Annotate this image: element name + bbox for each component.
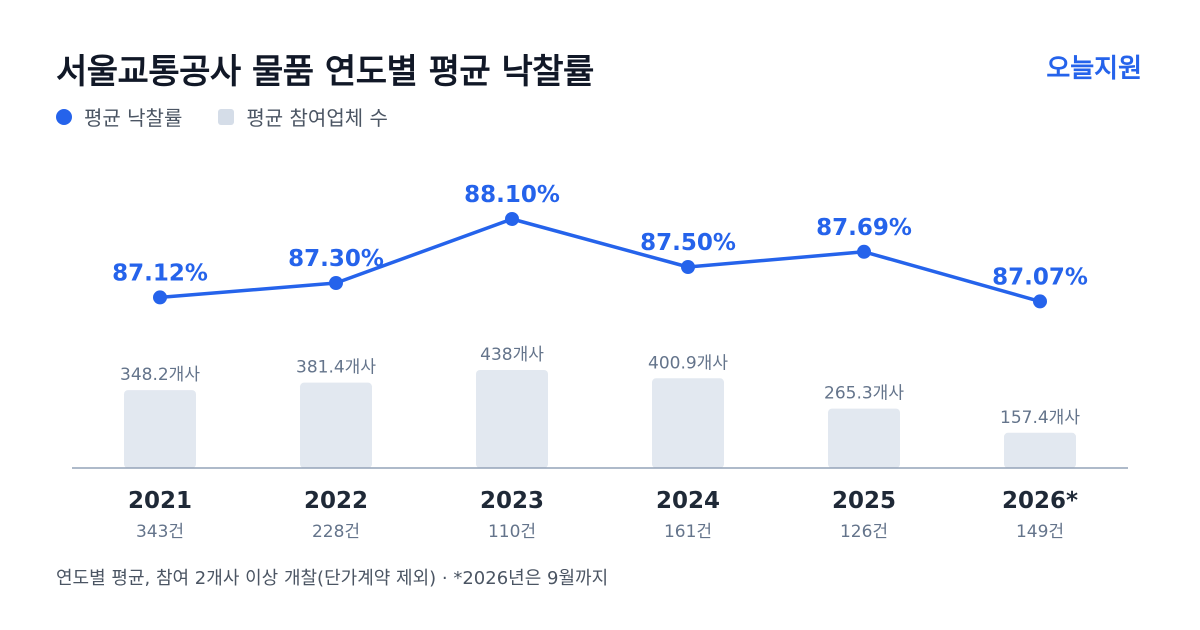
rate-line [159, 217, 1041, 304]
rate-value-label: 87.69% [816, 215, 912, 241]
rate-point [329, 276, 343, 290]
count-label: 343건 [136, 522, 184, 542]
legend-item-bidders: 평균 참여업체 수 [218, 102, 388, 131]
bar [476, 370, 548, 468]
bar-value-label: 381.4개사 [296, 358, 376, 378]
bar [1004, 432, 1076, 468]
count-label: 126건 [840, 522, 888, 542]
x-tick-label: 2024 [656, 488, 720, 514]
bar-value-label: 348.2개사 [120, 365, 200, 385]
rate-value-label: 87.12% [112, 260, 208, 286]
rate-point [505, 212, 519, 226]
bar [300, 382, 372, 468]
x-tick-label: 2022 [304, 488, 368, 514]
chart-title: 서울교통공사 물품 연도별 평균 낙찰률 [56, 52, 594, 92]
bar-value-label: 157.4개사 [1000, 408, 1080, 428]
bar-value-label: 265.3개사 [824, 384, 904, 404]
rate-point [1033, 294, 1047, 309]
legend-dot-icon [56, 108, 72, 125]
count-label: 161건 [664, 522, 712, 542]
legend-label-bidders: 평균 참여업체 수 [246, 106, 388, 130]
legend-label-rate: 평균 낙찰률 [84, 106, 183, 130]
bar-value-label: 438개사 [480, 345, 544, 365]
x-tick-label: 2023 [480, 488, 544, 514]
bar [828, 408, 900, 468]
count-label: 149건 [1016, 522, 1064, 542]
x-tick-label: 2026* [1002, 488, 1078, 514]
rate-value-label: 87.07% [992, 264, 1088, 290]
rate-value-label: 88.10% [464, 182, 560, 208]
legend-square-icon [218, 108, 235, 125]
count-label: 228건 [312, 522, 360, 542]
x-tick-label: 2021 [128, 488, 192, 514]
rate-point [153, 290, 167, 305]
x-tick-label: 2025 [832, 488, 896, 514]
rate-point [857, 244, 871, 259]
bar-value-label: 400.9개사 [648, 353, 728, 373]
footnote: 연도별 평균, 참여 2개사 이상 개찰(단가계약 제외) · *2026년은 … [56, 568, 609, 589]
rate-point [681, 260, 695, 274]
bar [124, 390, 196, 468]
legend-item-rate: 평균 낙찰률 [56, 102, 182, 131]
brand-logo-text[interactable]: 오늘지원 [1046, 54, 1142, 84]
legend: 평균 낙찰률 평균 참여업체 수 [56, 102, 424, 131]
rate-value-label: 87.30% [288, 246, 384, 272]
rate-value-label: 87.50% [640, 230, 736, 256]
bar [652, 378, 724, 468]
count-label: 110건 [488, 522, 536, 542]
